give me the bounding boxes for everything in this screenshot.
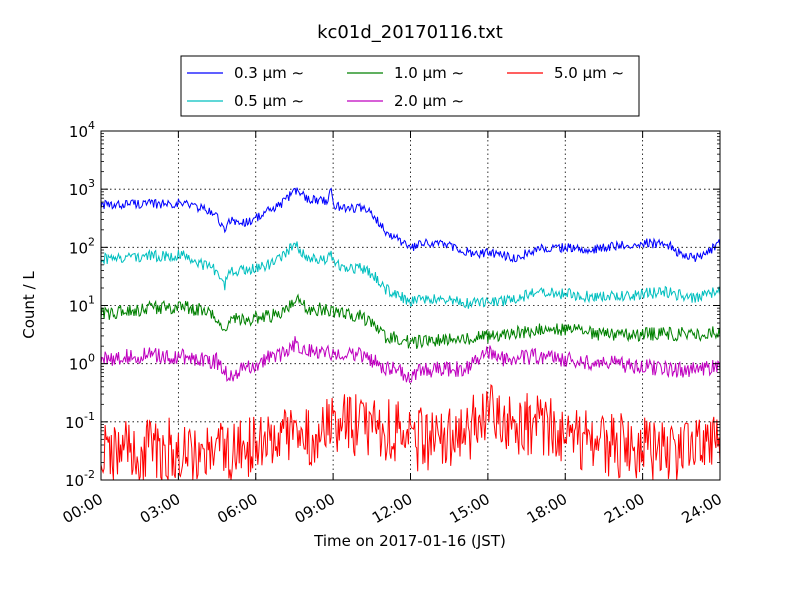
series-line: [100, 241, 721, 309]
series-layer: [100, 187, 721, 481]
y-axis-label: Count / L: [20, 271, 38, 339]
y-tick-label: 104: [69, 119, 95, 141]
y-tick-label: 100: [69, 352, 95, 374]
legend-label: 5.0 μm ∼: [554, 64, 624, 82]
x-axis-label: Time on 2017-01-16 (JST): [313, 532, 506, 550]
legend-label: 1.0 μm ∼: [394, 64, 464, 82]
legend-label: 0.5 μm ∼: [234, 92, 304, 110]
y-tick-label: 103: [69, 177, 95, 199]
y-tick-label: 102: [69, 235, 95, 257]
series-line: [100, 293, 721, 349]
legend-label: 0.3 μm ∼: [234, 64, 304, 82]
legend-box: [180, 55, 640, 117]
y-tick-label: 101: [69, 294, 95, 316]
series-line: [100, 384, 721, 481]
y-tick-label: 10-2: [65, 468, 95, 490]
chart-title: kc01d_20170116.txt: [317, 22, 503, 43]
series-line: [100, 336, 721, 383]
y-tick-label: 10-1: [65, 410, 95, 432]
legend-label: 2.0 μm ∼: [394, 92, 464, 110]
legend: 0.3 μm ∼ 0.5 μm ∼ 1.0 μm ∼ 2.0 μm ∼ 5.0 μm ∼: [180, 55, 640, 117]
series-line: [100, 187, 721, 263]
